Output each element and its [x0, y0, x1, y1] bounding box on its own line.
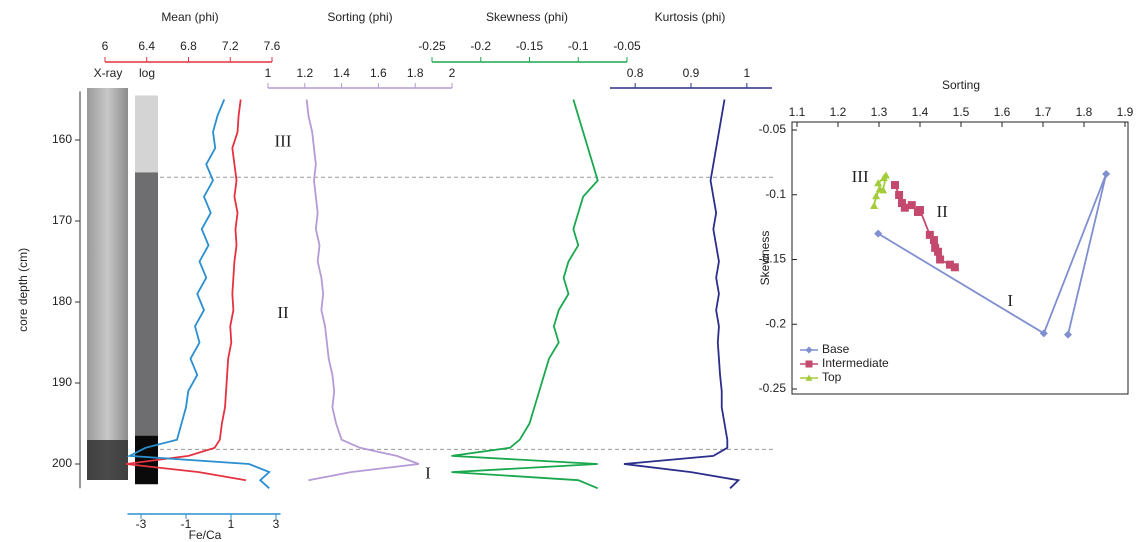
- axis-title: Sorting (phi): [327, 10, 392, 24]
- x-tick-label: 1.2: [830, 105, 847, 119]
- y-tick-label: -0.2: [765, 316, 786, 330]
- unit-label: I: [425, 463, 431, 482]
- y-tick-label: 200: [52, 456, 72, 470]
- figure: 160170180190200core depth (cm)X-raylogII…: [0, 0, 1138, 542]
- x-tick-label: 1: [744, 66, 751, 80]
- axis-title: Kurtosis (phi): [655, 10, 726, 24]
- annotation: I: [1007, 291, 1013, 310]
- x-axis-title: Sorting: [942, 78, 980, 92]
- x-tick-label: 1.6: [994, 105, 1011, 119]
- axis-title: Fe/Ca: [189, 528, 222, 542]
- x-tick-label: 6: [102, 39, 109, 53]
- y-tick-label: 160: [52, 132, 72, 146]
- point: [1040, 329, 1048, 337]
- point: [895, 191, 903, 199]
- profile-line: [452, 100, 598, 489]
- unit-label: III: [275, 131, 292, 150]
- x-tick-label: 1: [265, 66, 272, 80]
- annotation: II: [936, 202, 948, 221]
- x-tick-label: 1.8: [1076, 105, 1093, 119]
- x-tick-label: 1.7: [1035, 105, 1052, 119]
- log-label: log: [139, 66, 155, 80]
- legend-marker: [806, 347, 813, 354]
- axis-title: Mean (phi): [161, 10, 218, 24]
- y-tick-label: -0.05: [759, 122, 787, 136]
- x-tick-label: 0.9: [683, 66, 700, 80]
- y-tick-label: 180: [52, 294, 72, 308]
- x-tick-label: 1.6: [370, 66, 387, 80]
- point: [901, 204, 909, 212]
- point: [1064, 331, 1072, 339]
- legend-label: Base: [822, 342, 850, 356]
- x-tick-label: -0.05: [613, 39, 641, 53]
- series-line: [895, 185, 955, 267]
- xray-dark-band: [87, 440, 128, 480]
- series-line: [878, 174, 1106, 335]
- x-tick-label: -0.2: [470, 39, 491, 53]
- x-tick-label: 1.8: [407, 66, 424, 80]
- point: [951, 263, 959, 271]
- legend-label: Intermediate: [822, 356, 889, 370]
- x-tick-label: -0.25: [418, 39, 446, 53]
- x-tick-label: 2: [449, 66, 456, 80]
- image-label: X-ray: [94, 66, 123, 80]
- x-tick-label: 7.2: [222, 39, 239, 53]
- point: [936, 256, 944, 264]
- point: [874, 230, 882, 238]
- log-segment: [135, 172, 158, 435]
- point: [1102, 170, 1110, 178]
- x-tick-label: 1.9: [1117, 105, 1134, 119]
- profile-line: [307, 100, 419, 481]
- y-tick-label: -0.1: [765, 187, 786, 201]
- point: [916, 206, 924, 214]
- axis-title: Skewness (phi): [486, 10, 568, 24]
- y-tick-label: 190: [52, 375, 72, 389]
- x-tick-label: 1.1: [789, 105, 806, 119]
- x-tick-label: -0.15: [516, 39, 544, 53]
- log-segment: [135, 95, 158, 172]
- y-axis-title: Skewness: [758, 231, 772, 286]
- x-tick-label: 1.3: [871, 105, 888, 119]
- legend-marker: [806, 361, 813, 368]
- point: [870, 202, 878, 209]
- x-tick-label: 6.4: [138, 39, 155, 53]
- y-tick-label: 170: [52, 213, 72, 227]
- point: [872, 192, 880, 199]
- x-tick-label: 1.4: [333, 66, 350, 80]
- x-tick-label: 3: [273, 517, 280, 531]
- annotation: III: [852, 167, 869, 186]
- unit-label: II: [277, 303, 289, 322]
- profile-line: [624, 100, 739, 489]
- point: [891, 181, 899, 189]
- x-tick-label: 1.2: [296, 66, 313, 80]
- xray-image: [87, 88, 128, 480]
- x-tick-label: -0.1: [568, 39, 589, 53]
- point: [934, 248, 942, 256]
- x-tick-label: -3: [136, 517, 147, 531]
- y-axis-title: core depth (cm): [16, 248, 30, 332]
- point: [882, 171, 890, 178]
- y-tick-label: -0.25: [759, 381, 787, 395]
- legend-label: Top: [822, 370, 842, 384]
- x-tick-label: 6.8: [180, 39, 197, 53]
- point: [908, 201, 916, 209]
- x-tick-label: 0.8: [627, 66, 644, 80]
- x-tick-label: 1.4: [912, 105, 929, 119]
- x-tick-label: 7.6: [264, 39, 281, 53]
- x-tick-label: 1: [228, 517, 235, 531]
- point: [930, 236, 938, 244]
- x-tick-label: 1.5: [953, 105, 970, 119]
